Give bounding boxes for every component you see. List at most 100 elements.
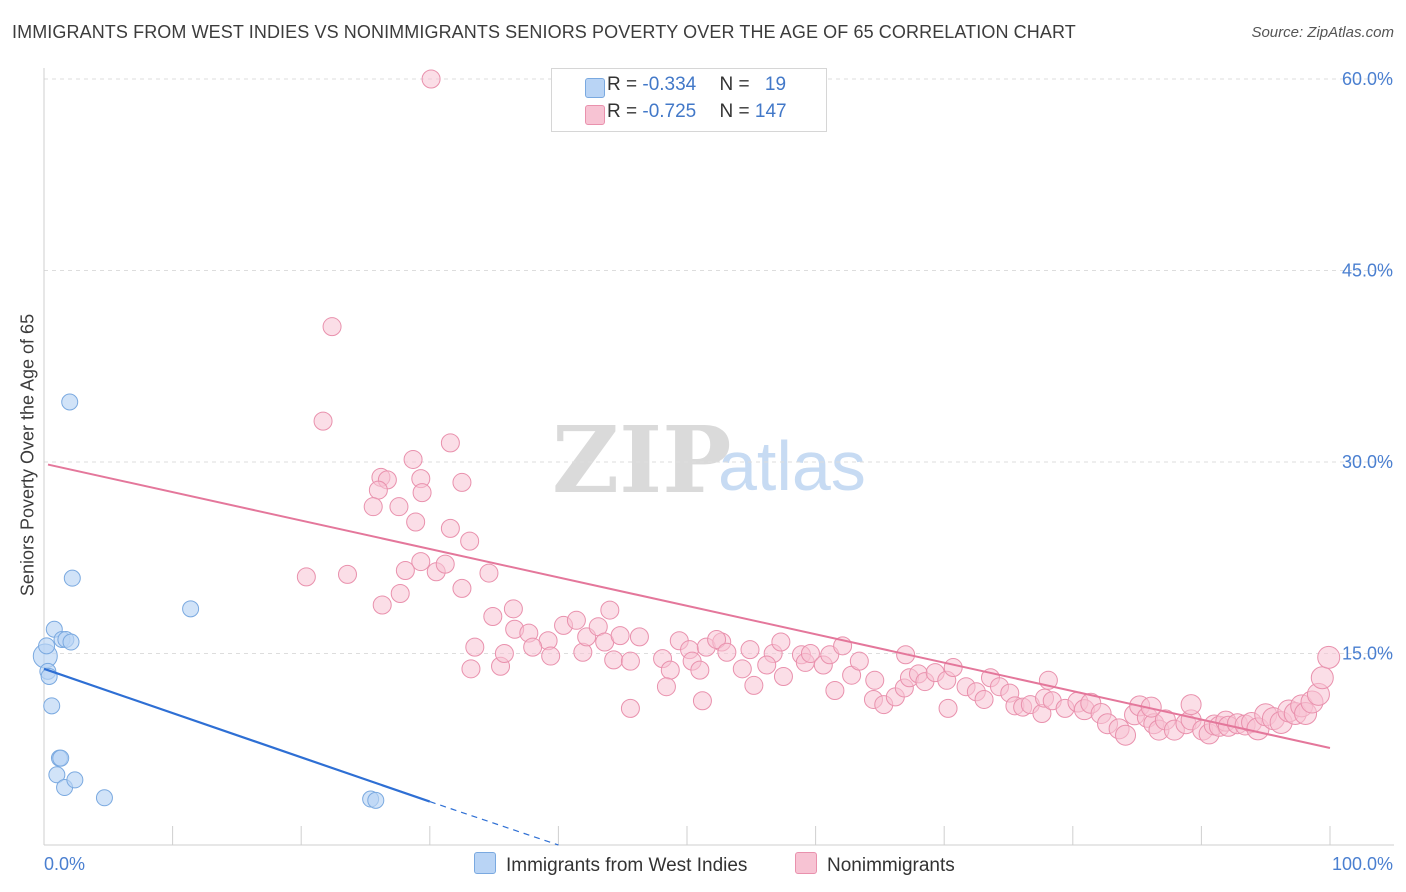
nonimmigrants-point: [412, 483, 432, 503]
y-axis-label: Seniors Poverty Over the Age of 65: [17, 313, 38, 597]
nonimmigrants-point: [421, 69, 441, 89]
nonimmigrants-point: [620, 651, 640, 671]
x-tick-min: 0.0%: [44, 854, 85, 874]
nonimmigrants-point: [690, 660, 710, 680]
legend-r-label-pink: R =: [607, 101, 643, 122]
nonimmigrants-point: [717, 642, 737, 662]
nonimmigrants-point: [773, 666, 793, 686]
zipatlas-watermark: ZIP atlas: [552, 406, 866, 514]
source-label: Source: ZipAtlas.com: [1251, 24, 1394, 41]
chart-title: IMMIGRANTS FROM WEST INDIES VS NONIMMIGR…: [12, 22, 1076, 42]
bottom-legend-swatch-pink: [795, 852, 817, 874]
west-indies-point: [48, 766, 66, 784]
legend-swatch-pink: [585, 105, 605, 125]
nonimmigrants-point: [692, 691, 712, 711]
nonimmigrants-point: [744, 675, 764, 695]
bottom-legend-swatch-blue: [474, 852, 496, 874]
legend-row-blue: R = -0.334 N = 19: [585, 74, 787, 100]
y-tick-label-1: 30.0%: [1342, 452, 1393, 472]
axes: [43, 68, 1394, 846]
legend-n-value-blue: 19: [764, 74, 787, 95]
west-indies-point: [52, 749, 70, 767]
nonimmigrants-point: [541, 646, 561, 666]
nonimmigrants-point: [1310, 666, 1334, 690]
nonimmigrants-point: [389, 497, 409, 517]
nonimmigrants-point: [740, 640, 760, 660]
nonimmigrants-point: [313, 411, 333, 431]
nonimmigrants-point: [707, 629, 727, 649]
nonimmigrants-point: [363, 497, 383, 517]
nonimmigrants-point: [296, 567, 316, 587]
bottom-legend-label-blue: Immigrants from West Indies: [506, 855, 748, 876]
west-indies-point: [367, 791, 385, 809]
nonimmigrants-point: [452, 472, 472, 492]
legend-n-label-pink: N =: [719, 101, 755, 122]
nonimmigrants-point: [411, 552, 431, 572]
watermark-atlas: atlas: [718, 427, 866, 505]
nonimmigrants-point: [757, 655, 777, 675]
west-indies-point: [38, 637, 56, 655]
nonimmigrants-point: [943, 658, 963, 678]
y-tick-label-0: 15.0%: [1342, 644, 1393, 664]
nonimmigrants-point: [483, 606, 503, 626]
nonimmigrants-point: [604, 650, 624, 670]
nonimmigrants-point: [503, 599, 523, 619]
nonimmigrants-point: [390, 583, 410, 603]
west-indies-points: [32, 393, 385, 809]
legend-r-label-blue: R =: [607, 74, 643, 95]
nonimmigrants-point: [849, 651, 869, 671]
nonimmigrants-point: [435, 554, 455, 574]
nonimmigrants-trend-line: [47, 463, 1331, 749]
y-tick-label-2: 45.0%: [1342, 261, 1393, 281]
west-indies-point: [61, 393, 79, 411]
nonimmigrants-point: [629, 627, 649, 647]
nonimmigrants-point: [406, 512, 426, 532]
nonimmigrants-point: [1317, 645, 1341, 669]
legend-n-value-pink: 147: [754, 101, 787, 122]
nonimmigrants-point: [403, 449, 423, 469]
west-indies-point: [182, 600, 200, 618]
nonimmigrants-point: [523, 637, 543, 657]
nonimmigrants-point: [974, 689, 994, 709]
nonimmigrants-point: [465, 637, 485, 657]
nonimmigrants-point: [395, 561, 415, 581]
nonimmigrants-point: [566, 610, 586, 630]
nonimmigrants-point: [452, 578, 472, 598]
west-indies-trend-extension: [429, 801, 559, 846]
nonimmigrants-point: [771, 632, 791, 652]
x-tick-max: 100.0%: [1332, 854, 1393, 874]
west-indies-point: [43, 697, 61, 715]
nonimmigrants-point: [865, 670, 885, 690]
west-indies-point: [62, 633, 80, 651]
y-tick-label-3: 60.0%: [1342, 69, 1393, 89]
watermark-zip: ZIP: [552, 406, 731, 514]
west-indies-point: [95, 789, 113, 807]
nonimmigrants-point: [600, 600, 620, 620]
nonimmigrants-points: [296, 69, 1341, 746]
nonimmigrants-point: [461, 659, 481, 679]
nonimmigrants-point: [660, 660, 680, 680]
nonimmigrants-point: [800, 644, 820, 663]
correlation-legend: R = -0.334 N = 19 R = -0.725 N = 147: [551, 68, 827, 132]
nonimmigrants-point: [440, 518, 460, 538]
nonimmigrants-point: [656, 677, 676, 697]
nonimmigrants-point: [1115, 724, 1137, 746]
nonimmigrants-point: [732, 659, 752, 679]
nonimmigrants-point: [610, 626, 630, 646]
y-tick-labels: 15.0% 30.0% 45.0% 60.0%: [1342, 69, 1393, 664]
bottom-legend-blue: Immigrants from West Indies: [474, 852, 747, 877]
legend-swatch-blue: [585, 78, 605, 98]
bottom-legend-label-pink: Nonimmigrants: [827, 855, 955, 876]
nonimmigrants-point: [368, 480, 388, 500]
nonimmigrants-point: [825, 681, 845, 701]
west-indies-point: [66, 771, 84, 789]
nonimmigrants-point: [1180, 694, 1202, 716]
nonimmigrants-point: [372, 595, 392, 615]
nonimmigrants-point: [322, 317, 342, 337]
nonimmigrants-point: [938, 698, 958, 718]
nonimmigrants-point: [440, 433, 460, 453]
grid-lines: [44, 78, 1394, 654]
trend-lines: [43, 463, 1331, 846]
nonimmigrants-point: [479, 563, 499, 583]
west-indies-point: [63, 569, 81, 587]
